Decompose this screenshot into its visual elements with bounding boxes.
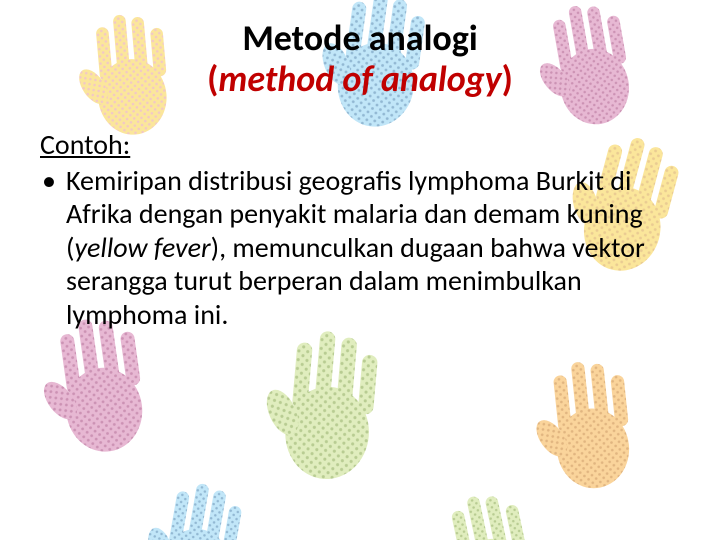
title-paren-close: ) bbox=[502, 57, 513, 101]
handprint-icon bbox=[246, 306, 415, 495]
bullet-marker: • bbox=[40, 164, 66, 332]
title-italic: method of analogy bbox=[218, 57, 501, 101]
bullet-text: Kemiripan distribusi geografis lymphoma … bbox=[66, 164, 680, 332]
contoh-label: Contoh: bbox=[40, 128, 680, 162]
title-line-1: Metode analogi bbox=[0, 18, 720, 59]
bullet-item: • Kemiripan distribusi geografis lymphom… bbox=[40, 164, 680, 332]
slide-title: Metode analogi (method of analogy) bbox=[0, 18, 720, 101]
bullet-italic: yellow fever bbox=[75, 230, 211, 265]
slide: Metode analogi (method of analogy) Conto… bbox=[0, 0, 720, 540]
title-paren-open: ( bbox=[207, 57, 218, 101]
title-line-2: (method of analogy) bbox=[0, 59, 720, 100]
body-text: Contoh: • Kemiripan distribusi geografis… bbox=[40, 128, 680, 332]
